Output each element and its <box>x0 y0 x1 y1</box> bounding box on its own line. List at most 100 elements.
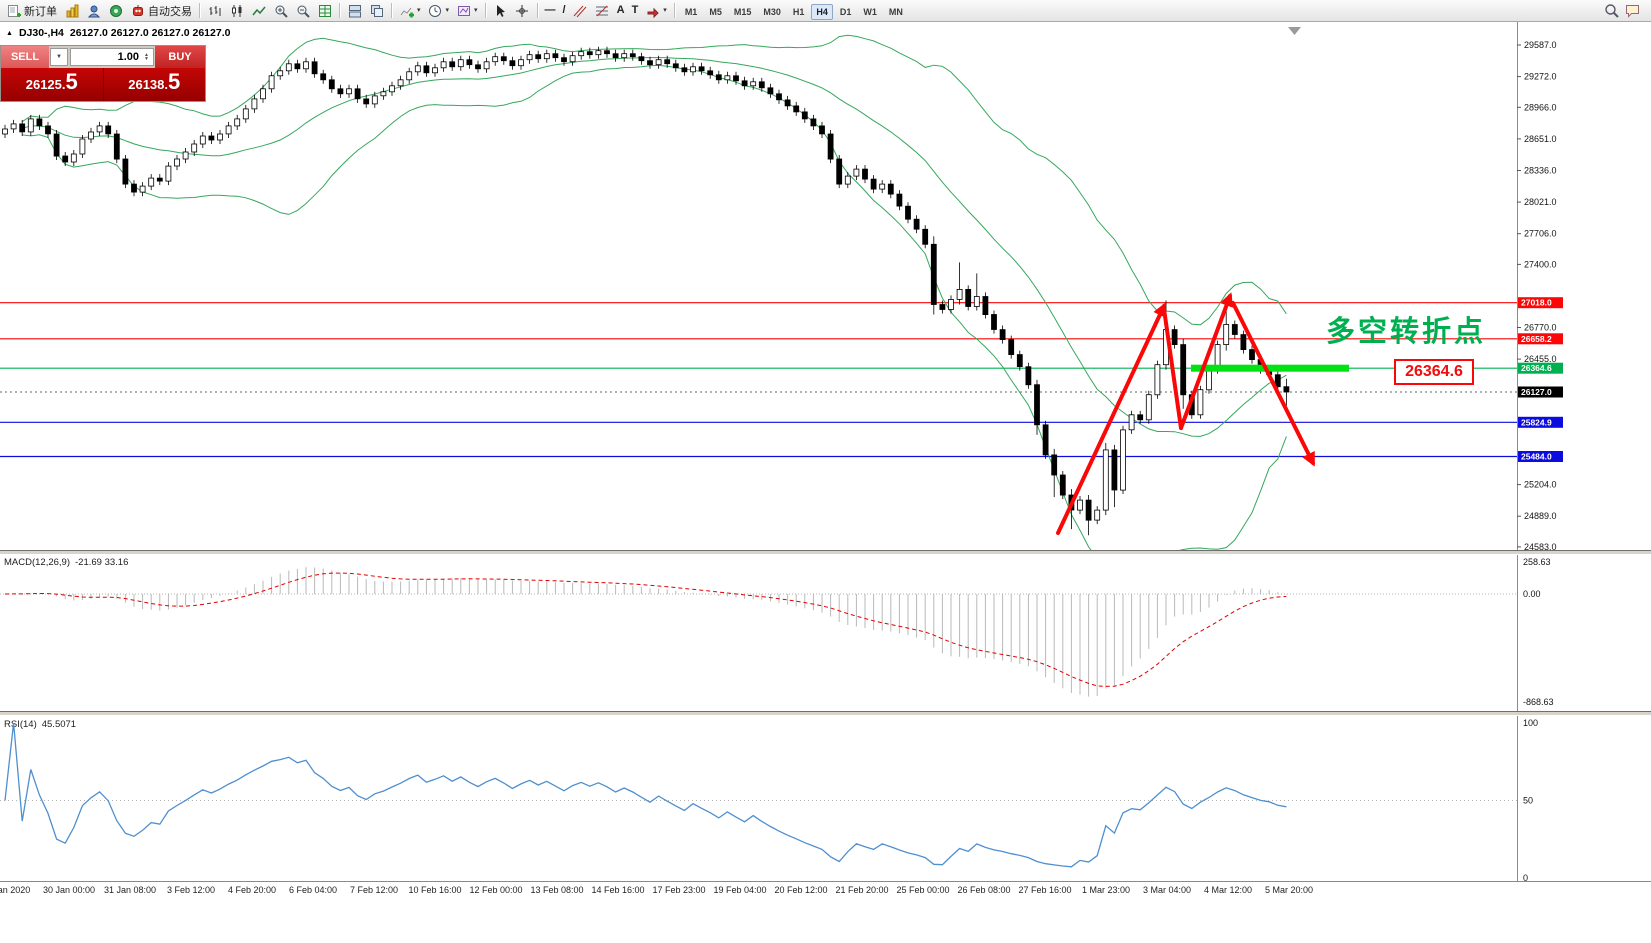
template-icon <box>456 3 471 18</box>
collapse-marker-icon[interactable]: ▲ <box>6 29 13 37</box>
price-line-badge <box>1518 416 1563 428</box>
time-axis-label: 21 Feb 20:00 <box>835 885 889 895</box>
timeframe-m5[interactable]: M5 <box>709 6 722 17</box>
indicators-button[interactable]: ▾ <box>396 2 424 20</box>
chart-ohlc-title: ▲ DJ30-,H4 26127.0 26127.0 26127.0 26127… <box>6 27 230 39</box>
cascade-windows-icon <box>369 3 384 18</box>
time-axis-label: 26 Feb 08:00 <box>957 885 1011 895</box>
order-type-combo[interactable]: ▼ <box>50 48 68 66</box>
zoom-out-button[interactable] <box>292 2 313 20</box>
separator <box>484 3 486 18</box>
grid-button[interactable] <box>314 2 335 20</box>
tile-windows-button[interactable] <box>344 2 365 20</box>
cursor-tool-button[interactable] <box>490 2 511 20</box>
rsi-panel[interactable]: 100 50 0 <box>0 716 1651 881</box>
price-axis-label: 27400.0 <box>1524 259 1557 269</box>
price-line-badge <box>1518 297 1563 309</box>
buy-button[interactable]: BUY <box>155 46 205 68</box>
candlestick-chart-button[interactable] <box>226 2 247 20</box>
price-axis-label: 25204.0 <box>1524 480 1557 490</box>
timeframe-d1[interactable]: D1 <box>839 6 852 17</box>
separator <box>673 3 675 18</box>
volume-spinner[interactable]: ▲ ▼ <box>141 49 152 65</box>
one-click-trading-panel: SELL ▼ ▲ ▼ BUY 26125. 5 26138. 5 <box>0 45 206 102</box>
fibonacci-icon <box>595 3 610 18</box>
time-axis-label: 3 Mar 04:00 <box>1142 885 1192 895</box>
bollinger-bands <box>21 34 1287 550</box>
grid-icon <box>317 3 332 18</box>
hline-tool-button[interactable]: — <box>542 2 559 20</box>
macd-name: MACD(12,26,9) <box>4 557 70 568</box>
zoom-in-button[interactable] <box>270 2 291 20</box>
new-order-button[interactable]: 新订单 <box>3 2 60 20</box>
price-axis-label: 24889.0 <box>1524 511 1557 521</box>
clock-icon <box>428 3 443 18</box>
timeframe-h1[interactable]: H1 <box>792 6 805 17</box>
timeframe-h4[interactable]: H4 <box>811 3 833 20</box>
dropdown-caret-icon: ▾ <box>663 7 667 14</box>
buy-price-big: 5 <box>168 69 181 94</box>
sell-button[interactable]: SELL <box>1 46 49 68</box>
price-axis-label: 29272.0 <box>1524 72 1557 82</box>
periods-button[interactable]: ▾ <box>425 2 453 20</box>
zoom-in-icon <box>273 3 288 18</box>
sell-price[interactable]: 26125. 5 <box>1 68 103 101</box>
label-tool-button[interactable]: T <box>629 2 642 20</box>
crosshair-icon <box>515 3 530 18</box>
crosshair-tool-button[interactable] <box>512 2 533 20</box>
panel-divider[interactable] <box>0 711 1651 716</box>
text-tool-button[interactable]: A <box>614 2 628 20</box>
price-tag-label[interactable]: 26364.6 <box>1394 359 1474 385</box>
spin-down-icon[interactable]: ▼ <box>144 56 149 62</box>
macd-axis-label: 258.63 <box>1523 557 1551 567</box>
buy-price[interactable]: 26138. 5 <box>102 68 205 101</box>
chat-icon[interactable] <box>1625 3 1640 18</box>
ohlc-values: 26127.0 26127.0 26127.0 26127.0 <box>69 27 231 39</box>
time-axis[interactable]: 8 Jan 2020 30 Jan 00:00 31 Jan 08:00 3 Feb … <box>0 883 1651 899</box>
price-line-badge <box>1518 451 1563 462</box>
macd-panel[interactable]: 258.63 0.00 -868.63 <box>0 555 1651 711</box>
cascade-windows-button[interactable] <box>366 2 387 20</box>
auto-trading-button[interactable]: 自动交易 <box>127 2 195 20</box>
panel-divider[interactable] <box>0 550 1651 555</box>
zoom-out-icon <box>295 3 310 18</box>
spin-up-icon[interactable]: ▲ <box>144 52 149 58</box>
fibonacci-tool-button[interactable] <box>592 2 613 20</box>
time-axis-label: 7 Feb 12:00 <box>349 885 399 895</box>
toolbar: 新订单 自动交易 <box>0 0 1651 22</box>
line-chart-button[interactable] <box>248 2 269 20</box>
price-line-badge <box>1518 362 1563 374</box>
shapes-tool-button[interactable]: ▾ <box>642 2 670 20</box>
timeframe-w1[interactable]: W1 <box>863 6 877 17</box>
symbol-period-label: DJ30-,H4 <box>18 27 64 39</box>
annotation-text[interactable]: 多空转折点 <box>1326 316 1487 348</box>
time-axis-label: 4 Mar 12:00 <box>1203 885 1253 895</box>
channel-tool-button[interactable] <box>570 2 591 20</box>
rsi-value: 45.5071 <box>41 719 77 730</box>
main-chart[interactable]: 29587.0 29272.0 28966.0 28651.0 28336.0 28021… <box>0 22 1651 550</box>
timeframe-m30[interactable]: M30 <box>763 6 781 17</box>
market-watch-icon <box>64 3 79 18</box>
line-chart-icon <box>251 3 266 18</box>
time-axis-label: 19 Feb 04:00 <box>713 885 767 895</box>
macd-histogram <box>13 567 1287 697</box>
timeframe-m1[interactable]: M1 <box>684 6 698 17</box>
macd-header: MACD(12,26,9) -21.69 33.16 <box>4 557 128 568</box>
templates-button[interactable]: ▾ <box>453 2 481 20</box>
cursor-icon <box>493 3 508 18</box>
volume-input[interactable] <box>71 49 153 65</box>
navigator-button[interactable] <box>83 2 104 20</box>
timeframe-mn[interactable]: MN <box>888 6 903 17</box>
market-watch-button[interactable] <box>61 2 82 20</box>
time-axis-label: 1 Mar 23:00 <box>1081 885 1131 895</box>
svg-text:26658.2: 26658.2 <box>1521 334 1552 344</box>
search-icon[interactable] <box>1604 3 1619 18</box>
support-button[interactable] <box>105 2 126 20</box>
buy-price-small: 26138. <box>128 77 168 92</box>
bar-chart-button[interactable] <box>204 2 225 20</box>
price-axis-label: 28021.0 <box>1524 197 1557 207</box>
trendline-tool-button[interactable]: / <box>560 2 569 20</box>
timeframe-m15[interactable]: M15 <box>733 6 752 17</box>
separator <box>536 3 538 18</box>
